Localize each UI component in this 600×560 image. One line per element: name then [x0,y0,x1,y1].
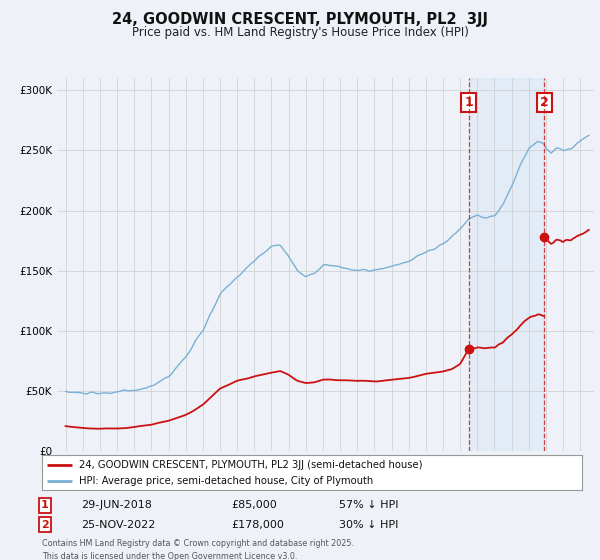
Text: 57% ↓ HPI: 57% ↓ HPI [339,500,398,510]
Text: 1: 1 [464,96,473,109]
Text: 24, GOODWIN CRESCENT, PLYMOUTH, PL2 3JJ (semi-detached house): 24, GOODWIN CRESCENT, PLYMOUTH, PL2 3JJ … [79,460,422,470]
Text: £85,000: £85,000 [231,500,277,510]
Text: Contains HM Land Registry data © Crown copyright and database right 2025.
This d: Contains HM Land Registry data © Crown c… [42,539,354,560]
Text: 2: 2 [41,520,49,530]
Text: 25-NOV-2022: 25-NOV-2022 [81,520,155,530]
Bar [469,78,544,451]
Text: 29-JUN-2018: 29-JUN-2018 [81,500,152,510]
Text: Price paid vs. HM Land Registry's House Price Index (HPI): Price paid vs. HM Land Registry's House … [131,26,469,39]
Text: 24, GOODWIN CRESCENT, PLYMOUTH, PL2  3JJ: 24, GOODWIN CRESCENT, PLYMOUTH, PL2 3JJ [112,12,488,27]
Text: 1: 1 [41,500,49,510]
Text: HPI: Average price, semi-detached house, City of Plymouth: HPI: Average price, semi-detached house,… [79,477,373,486]
Text: 30% ↓ HPI: 30% ↓ HPI [339,520,398,530]
Text: 2: 2 [540,96,548,109]
Text: £178,000: £178,000 [231,520,284,530]
